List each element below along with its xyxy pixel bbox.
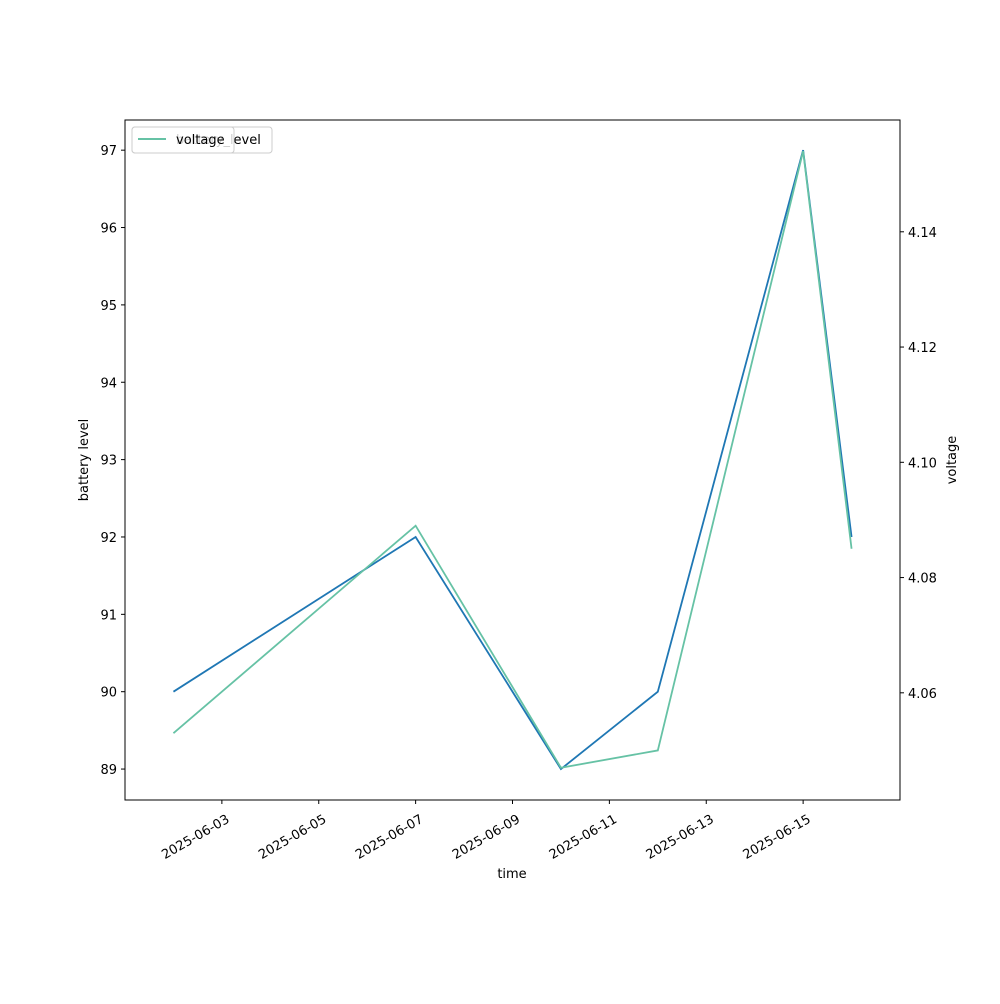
y-axis-label: battery level <box>77 419 92 502</box>
y-tick-label: 94 <box>100 376 117 391</box>
y-tick-label: 90 <box>100 686 117 701</box>
y-tick-label: 95 <box>100 299 117 314</box>
y2-tick-label: 4.14 <box>908 226 937 241</box>
x-tick-label: 2025-06-11 <box>547 812 620 863</box>
legend-label: voltage <box>176 133 225 148</box>
legend-box <box>131 126 235 154</box>
y-tick-label: 96 <box>100 222 117 237</box>
x-tick-label: 2025-06-13 <box>644 812 717 863</box>
series-line <box>172 150 853 769</box>
x-tick-label: 2025-06-15 <box>741 812 814 863</box>
y2-tick-label: 4.12 <box>908 341 937 356</box>
y2-tick-label: 4.08 <box>908 572 937 587</box>
series-line <box>172 149 853 771</box>
x-tick-label: 2025-06-07 <box>353 812 426 863</box>
x-tick-label: 2025-06-05 <box>256 812 329 863</box>
y-tick-label: 89 <box>100 763 117 778</box>
x-tick-label: 2025-06-09 <box>450 812 523 863</box>
y2-tick-label: 4.06 <box>908 687 937 702</box>
y-tick-label: 93 <box>100 454 117 469</box>
x-tick-label: 2025-06-03 <box>159 812 232 863</box>
y-tick-label: 97 <box>100 144 117 159</box>
y-tick-label: 92 <box>100 531 117 546</box>
y-tick-label: 91 <box>100 608 117 623</box>
x-axis-label: time <box>497 867 526 882</box>
y2-axis-label: voltage <box>945 436 960 485</box>
y2-tick-label: 4.10 <box>908 456 937 471</box>
